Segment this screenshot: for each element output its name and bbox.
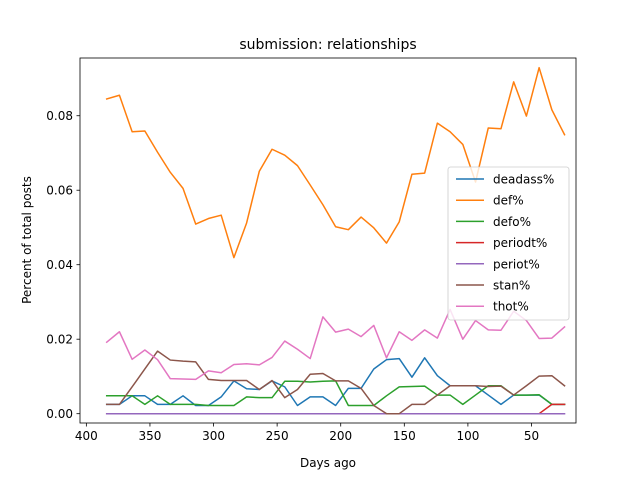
y-tick-label: 0.06 [46,184,73,198]
legend-label-def: def% [493,194,524,208]
legend-box [447,166,570,321]
y-axis-label: Percent of total posts [20,176,34,304]
x-tick-label: 300 [202,429,225,443]
x-tick-label: 250 [266,429,289,443]
legend-label-deadass: deadass% [493,173,554,187]
x-tick-label: 350 [138,429,161,443]
legend: deadass% def% defo% periodt% periot% stan% tho… [447,166,570,321]
x-tick-label: 50 [524,429,539,443]
legend-label-periodt: periodt% [493,236,547,250]
axes-frame [79,57,577,424]
x-axis-label: Days ago [300,456,356,470]
plot-area: 400 350 300 250 200 150 100 50 0.00 0.02 0.04 0.06 0… [46,57,577,443]
legend-label-stan: stan% [493,279,530,293]
legend-label-thot: thot% [493,300,529,314]
y-tick-label: 0.00 [46,407,73,421]
series-line-stan [105,350,566,415]
chart-title: submission: relationships [239,37,416,53]
legend-label-defo: defo% [493,215,531,229]
series-line-deadass [105,357,566,407]
series-line-thot [105,308,566,381]
y-tick-label: 0.08 [46,109,73,123]
x-tick-label: 200 [329,429,352,443]
legend-label-periot: periot% [493,257,540,271]
y-tick-label: 0.04 [46,258,73,272]
y-tick-label: 0.02 [46,333,73,347]
series-line-def [105,66,566,259]
x-tick-label: 400 [75,429,98,443]
x-tick-label: 100 [456,429,479,443]
x-tick-label: 150 [393,429,416,443]
